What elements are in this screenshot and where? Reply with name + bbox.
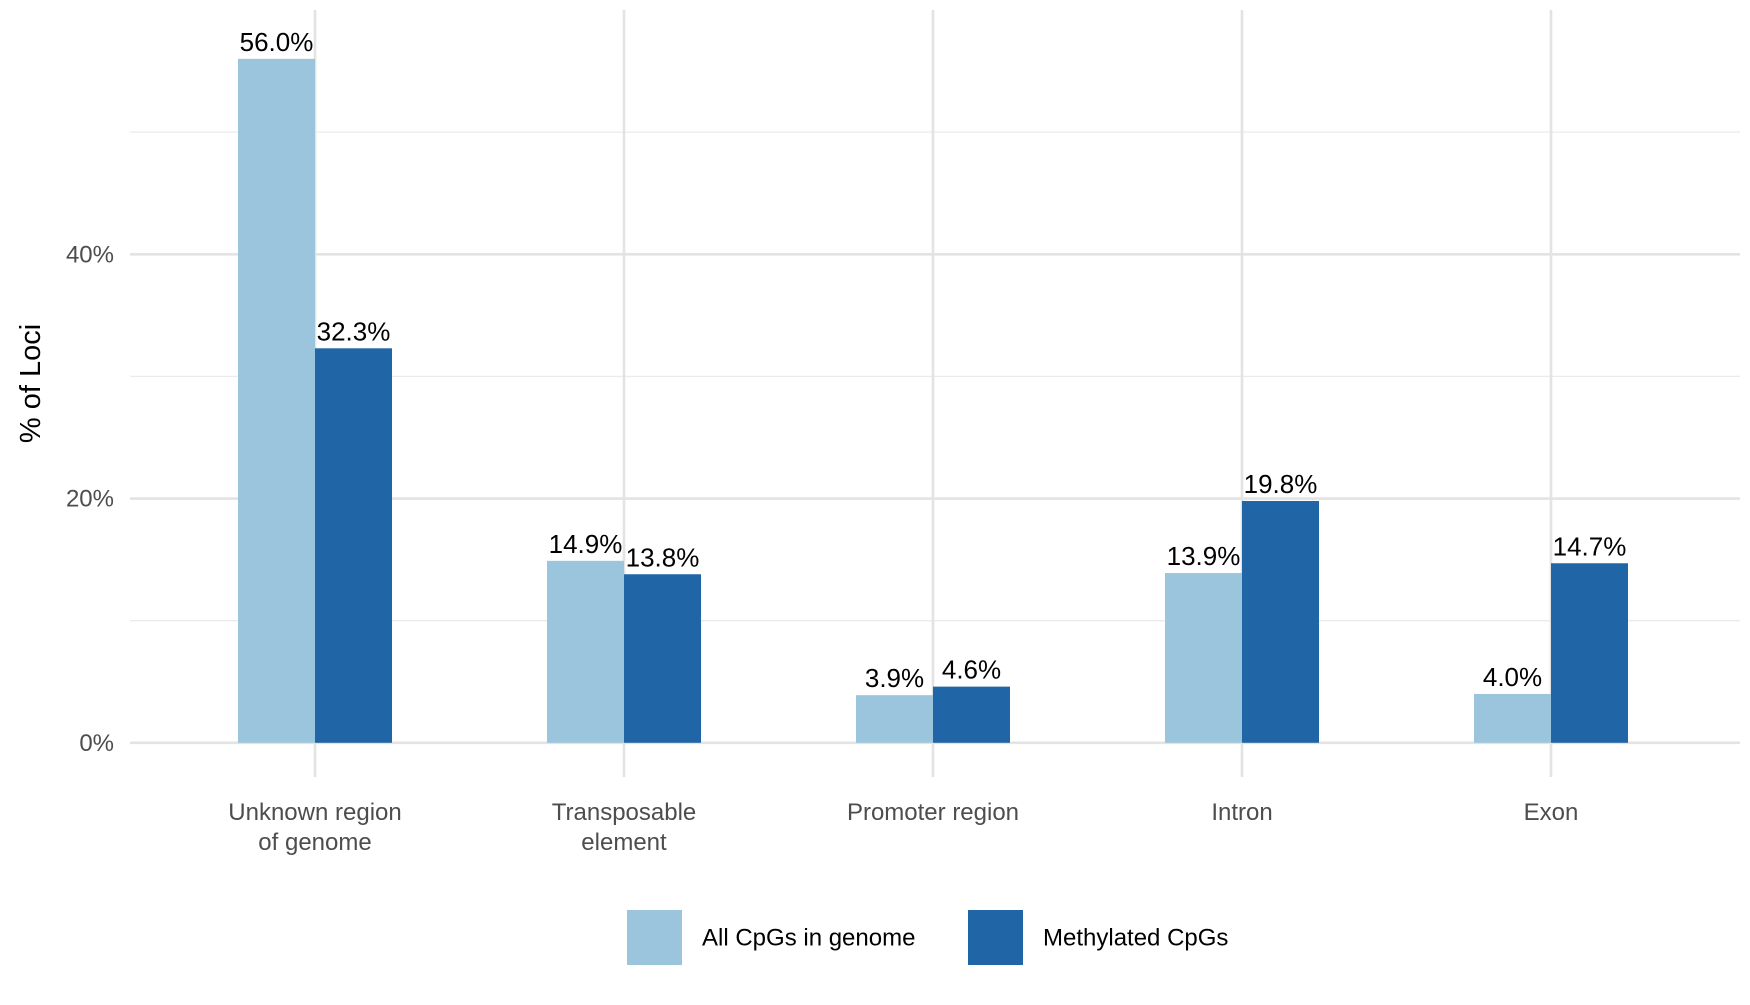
data-label: 13.8% (626, 542, 700, 572)
data-label: 14.7% (1553, 531, 1627, 561)
x-tick-label: Transposable element (552, 799, 697, 856)
x-tick-label: Promoter region (847, 799, 1019, 826)
data-label: 56.0% (240, 27, 314, 57)
data-label: 4.0% (1483, 662, 1542, 692)
bar (624, 574, 701, 743)
y-axis-title: % of Loci (15, 324, 47, 443)
data-label: 14.9% (549, 529, 623, 559)
legend-label: Methylated CpGs (1043, 925, 1228, 952)
legend: All CpGs in genome Methylated CpGs (627, 910, 1228, 965)
bar (1242, 500, 1319, 743)
data-label: 4.6% (942, 655, 1001, 685)
bar (1551, 563, 1628, 743)
data-labels: 56.0% 14.9% 3.9% 13.9% 4.0% 32.3% 13.8% 4.6% 19.… (240, 27, 1627, 693)
bar (315, 348, 392, 743)
axes: 0% 20% 40% Unknown region of genome Transposa… (15, 241, 1578, 856)
bar (1165, 573, 1242, 743)
legend-label: All CpGs in genome (702, 925, 915, 952)
data-label: 3.9% (865, 663, 924, 693)
legend-key (968, 910, 1023, 965)
y-tick-label: 40% (66, 241, 114, 268)
bars (238, 58, 1628, 743)
y-tick-label: 0% (79, 730, 114, 757)
data-label: 13.9% (1167, 541, 1241, 571)
bar (1474, 693, 1551, 743)
x-tick-label: Exon (1524, 799, 1579, 826)
bar (856, 695, 933, 743)
bar (238, 58, 315, 743)
x-tick-label: Unknown region of genome (228, 799, 401, 856)
data-label: 32.3% (317, 316, 391, 346)
x-tick-label: Intron (1211, 799, 1272, 826)
y-tick-label: 20% (66, 486, 114, 513)
bar (547, 560, 624, 743)
bar (933, 686, 1010, 743)
legend-key (627, 910, 682, 965)
data-label: 19.8% (1244, 469, 1318, 499)
